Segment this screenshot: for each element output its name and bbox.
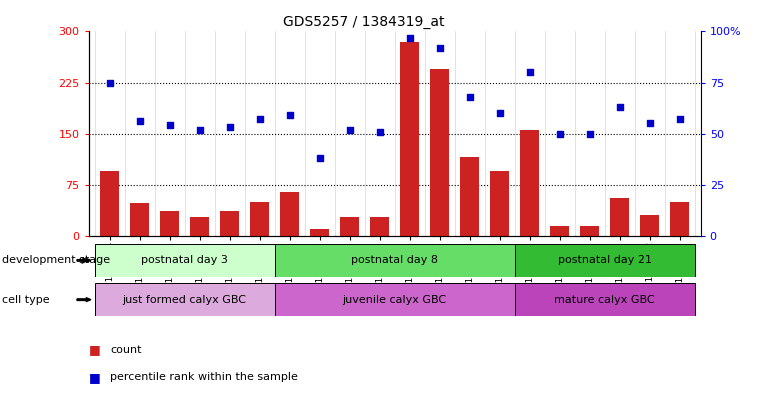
Bar — [670, 202, 689, 236]
Text: development stage: development stage — [2, 255, 110, 265]
Bar — [100, 171, 119, 236]
Bar — [460, 158, 480, 236]
Text: percentile rank within the sample: percentile rank within the sample — [110, 372, 298, 382]
Point — [614, 104, 626, 110]
Text: just formed calyx GBC: just formed calyx GBC — [122, 295, 246, 305]
Point — [223, 124, 236, 130]
Bar — [610, 198, 629, 236]
Point — [524, 69, 536, 75]
Point — [494, 110, 506, 116]
Point — [313, 155, 326, 161]
Bar — [430, 69, 450, 236]
Bar — [219, 211, 239, 236]
Point — [584, 130, 596, 137]
Point — [103, 79, 116, 86]
Bar — [130, 203, 149, 236]
Text: ■: ■ — [89, 343, 100, 356]
Point — [674, 116, 686, 123]
Point — [163, 122, 176, 129]
Bar — [275, 283, 514, 316]
Bar — [490, 171, 510, 236]
Bar — [160, 211, 179, 236]
Bar — [310, 229, 330, 236]
Bar — [580, 226, 599, 236]
Text: postnatal day 3: postnatal day 3 — [141, 255, 228, 265]
Bar — [249, 202, 270, 236]
Bar — [280, 191, 300, 236]
Bar — [520, 130, 540, 236]
Bar — [275, 244, 514, 277]
Bar — [400, 42, 420, 236]
Point — [464, 94, 476, 100]
Point — [644, 120, 656, 127]
Bar — [190, 217, 209, 236]
Point — [253, 116, 266, 123]
Point — [193, 127, 206, 133]
Point — [283, 112, 296, 118]
Text: count: count — [110, 345, 142, 355]
Text: postnatal day 21: postnatal day 21 — [557, 255, 651, 265]
Text: mature calyx GBC: mature calyx GBC — [554, 295, 655, 305]
Bar — [370, 217, 390, 236]
Bar — [640, 215, 659, 236]
Text: ■: ■ — [89, 371, 100, 384]
Bar — [514, 283, 695, 316]
Point — [403, 35, 416, 41]
Point — [554, 130, 566, 137]
Point — [434, 45, 446, 51]
Text: juvenile calyx GBC: juvenile calyx GBC — [343, 295, 447, 305]
Bar — [95, 244, 275, 277]
Text: postnatal day 8: postnatal day 8 — [351, 255, 438, 265]
Point — [133, 118, 146, 125]
Point — [373, 129, 386, 135]
Bar — [514, 244, 695, 277]
Bar — [340, 217, 360, 236]
Text: cell type: cell type — [2, 295, 50, 305]
Title: GDS5257 / 1384319_at: GDS5257 / 1384319_at — [283, 15, 445, 29]
Bar — [550, 226, 570, 236]
Bar — [95, 283, 275, 316]
Point — [343, 127, 356, 133]
